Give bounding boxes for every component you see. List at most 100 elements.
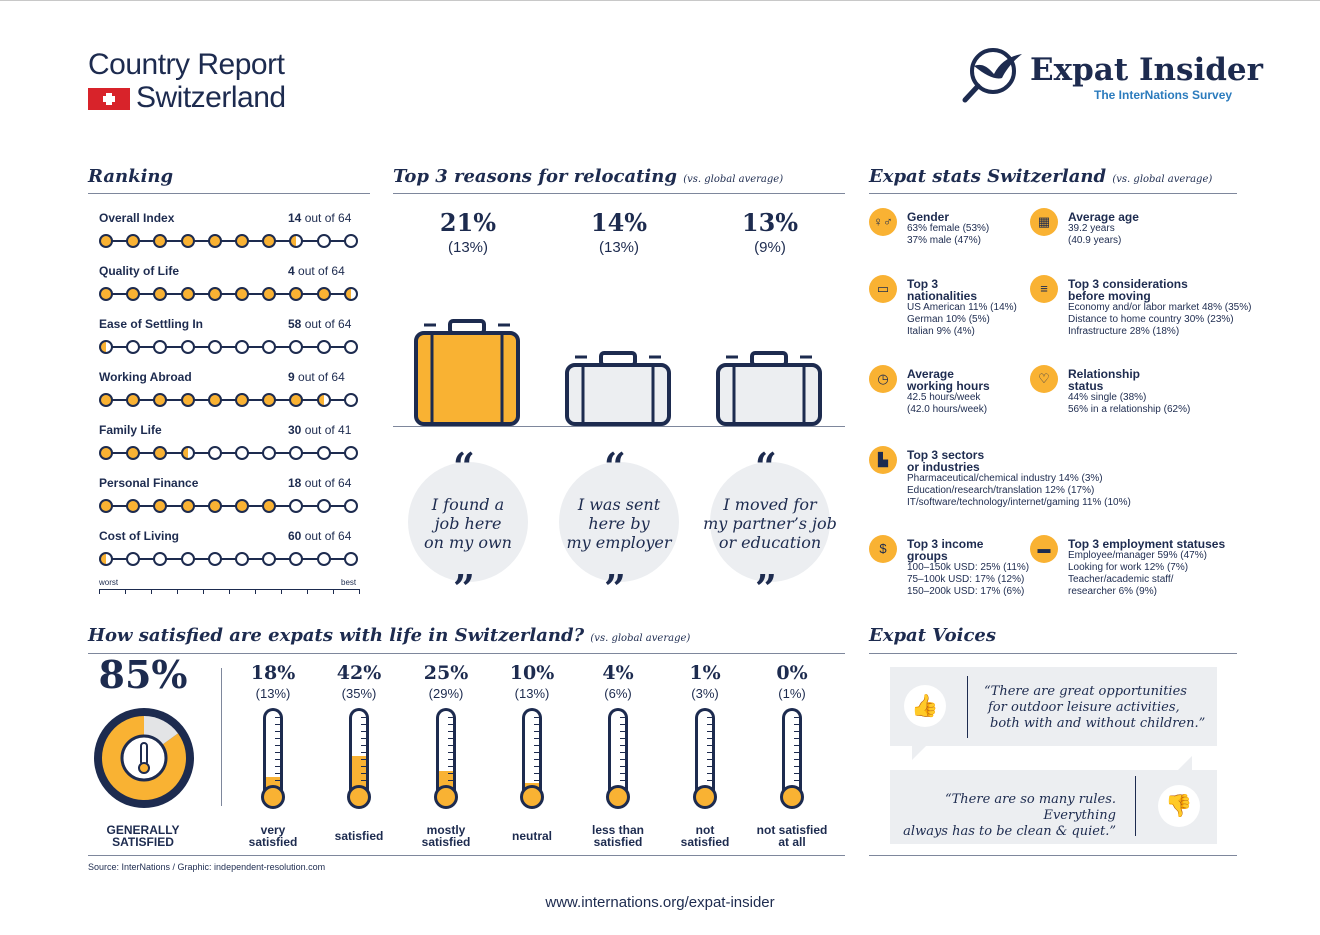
positive-voice-tail: [912, 746, 926, 760]
satisfaction-label-line: not: [695, 823, 715, 837]
ranking-dot: [180, 499, 195, 513]
ranking-value: 60 out of 64: [288, 529, 351, 543]
ranking-rank: 58: [288, 317, 302, 331]
scale-tick: [177, 589, 178, 594]
ranking-dot: [126, 393, 141, 407]
ranking-dot: [262, 234, 277, 248]
quote-open-icon: “: [453, 444, 475, 489]
satisfaction-label-line: at all: [778, 835, 806, 849]
quote-close-icon: ”: [604, 566, 626, 611]
reason-global-average: (13%): [598, 239, 639, 256]
footer-url[interactable]: www.internations.org/expat-insider: [545, 894, 775, 911]
reason-text-line: I found a: [431, 495, 505, 514]
brand-name: Expat Insider: [1030, 52, 1263, 88]
thermometer-tube: [436, 708, 456, 796]
ranking-dot: [262, 340, 277, 354]
reason-text-line: job here: [434, 514, 502, 533]
ranking-dot: [235, 446, 249, 460]
ranking-dot: [99, 340, 113, 354]
satisfaction-bottom-rule: [88, 855, 845, 856]
reason-bubble: [710, 462, 830, 582]
ranking-track: [106, 346, 352, 348]
ranking-dot: [316, 499, 331, 513]
satisfaction-global-average: (1%): [778, 686, 806, 701]
satisfaction-label-line: satisfied: [248, 835, 298, 849]
stat-relationship: Relationship status 44% single (38%) 56%…: [1068, 367, 1191, 415]
ranking-track: [106, 293, 352, 295]
suitcase-icon: [716, 351, 822, 426]
reason-text-line: here by: [588, 514, 650, 533]
reason-bubble: [408, 462, 528, 582]
ranking-dot: [153, 552, 168, 566]
stats-title: Expat stats Switzerland (vs. global aver…: [869, 166, 1213, 187]
ranking-rule: [88, 193, 370, 194]
factory-icon: ▙: [869, 446, 897, 474]
cake-icon: ▦: [1030, 208, 1058, 236]
ranking-total: out of 64: [304, 529, 352, 543]
quote-close-icon: ”: [755, 566, 777, 611]
ranking-dot: [316, 446, 331, 460]
satisfaction-percent: 18%: [250, 662, 296, 684]
ranking-value: 9 out of 64: [288, 370, 345, 384]
satisfaction-rule: [88, 653, 845, 654]
thermometer-tube: [782, 708, 802, 796]
clock-icon: ◷: [869, 365, 897, 393]
ranking-value: 58 out of 64: [288, 317, 351, 331]
suitcase-baseline: [393, 426, 845, 427]
satisfaction-label-line: very: [260, 823, 286, 837]
reason-text-line: on my own: [424, 533, 512, 552]
thermometer-bulb: [606, 785, 630, 809]
satisfaction-percent: 10%: [509, 662, 555, 684]
stats-rule: [869, 193, 1237, 194]
negative-voice-tail: [1178, 756, 1192, 770]
stat-working-hours: Average working hours 42.5 hours/week (4…: [907, 367, 990, 415]
thermometer-bulb: [347, 785, 371, 809]
satisfaction-global-average: (35%): [341, 686, 377, 701]
reason-percent: 14%: [590, 208, 648, 237]
reason-text-line: my partner’s job: [703, 514, 837, 533]
satisfaction-divider: [221, 668, 222, 806]
reason-text-line: I was sent: [577, 495, 661, 514]
scale-tick: [307, 589, 308, 594]
ranking-dot: [343, 499, 358, 513]
ranking-dot: [180, 234, 195, 248]
scale-tick: [203, 589, 204, 594]
brand-subtitle: The InterNations Survey: [1094, 88, 1233, 102]
swiss-flag-icon: [88, 88, 130, 110]
scale-worst-label: worst: [99, 578, 119, 587]
reason-text-line: I moved for: [723, 495, 817, 514]
reason-global-average: (9%): [754, 239, 786, 256]
reason-text-line: my employer: [566, 533, 672, 552]
ranking-dot: [343, 340, 358, 354]
thermometer-bulb: [693, 785, 717, 809]
ranking-dot: [180, 340, 195, 354]
ranking-dot: [99, 446, 113, 460]
voices-bottom-rule: [869, 855, 1237, 856]
ranking-dot: [343, 234, 358, 248]
satisfaction-label-line: satisfied: [680, 835, 730, 849]
ranking-rank: 60: [288, 529, 302, 543]
ranking-rank: 30: [288, 423, 302, 437]
quote-close-icon: ”: [453, 566, 475, 611]
ranking-dot: [99, 552, 113, 566]
ranking-dot: [316, 552, 331, 566]
overall-satisfaction-donut: [94, 708, 194, 808]
heart-icon: ♡: [1030, 365, 1058, 393]
thermometer-tube: [695, 708, 715, 796]
thermometer-ticks: [534, 717, 539, 796]
quote-open-icon: “: [755, 444, 777, 489]
satisfaction-label: not satisfied at all: [742, 824, 842, 848]
ranking-dot: [289, 446, 304, 460]
ranking-value: 18 out of 64: [288, 476, 351, 490]
satisfaction-percent: 4%: [602, 662, 634, 684]
ranking-dot: [153, 499, 168, 513]
scale-tick: [333, 589, 334, 594]
ranking-dot: [289, 552, 304, 566]
ranking-dot: [99, 393, 113, 407]
stats-note: (vs. global average): [1112, 174, 1213, 185]
ranking-value: 4 out of 64: [288, 264, 345, 278]
satisfaction-percent: 0%: [776, 662, 808, 684]
ranking-value: 14 out of 64: [288, 211, 351, 225]
reason-text: I was sent here by my employer: [549, 495, 689, 552]
stat-age: Average age 39.2 years (40.9 years): [1068, 210, 1139, 246]
